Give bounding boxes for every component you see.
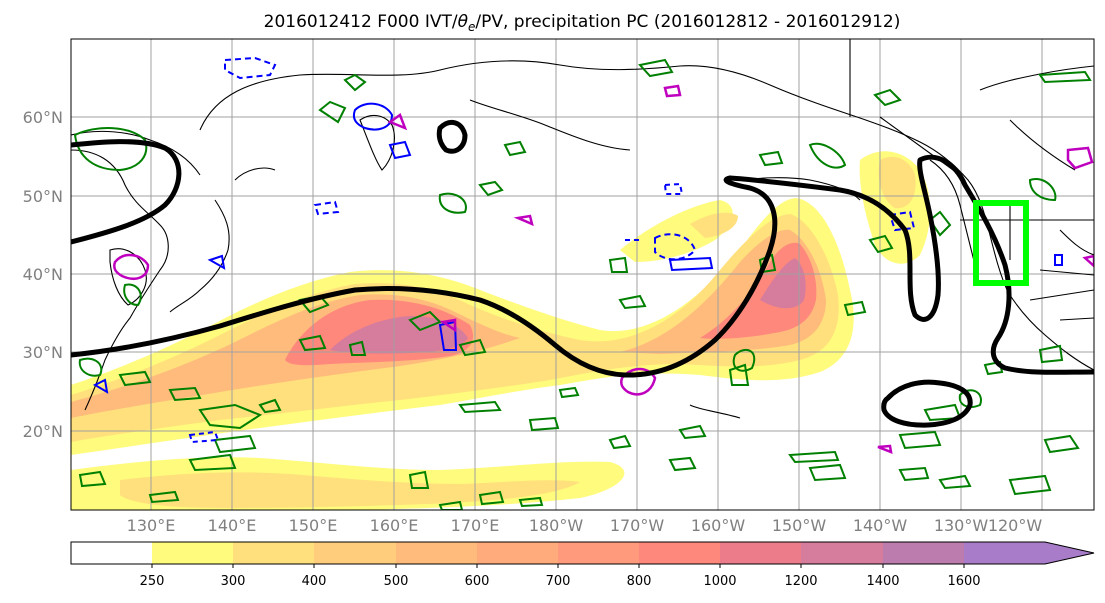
lat-label: 40°N xyxy=(23,265,63,284)
colorbar-tick-label: 500 xyxy=(384,574,409,589)
colorbar-tick-label: 1000 xyxy=(703,574,736,589)
lat-label: 60°N xyxy=(23,108,63,127)
lon-label: 140°E xyxy=(208,516,257,535)
colorbar-tick-label: 600 xyxy=(465,574,490,589)
latitude-labels: 60°N 50°N 40°N 30°N 20°N xyxy=(23,108,63,441)
map-frame xyxy=(70,38,1095,511)
longitude-labels: 130°E 140°E 150°E 160°E 170°E 180°W 170°… xyxy=(127,516,1043,535)
grid-lines xyxy=(71,39,1094,510)
lon-label: 160°W xyxy=(691,516,746,535)
colorbar-segment xyxy=(801,542,883,564)
pv-contours xyxy=(71,119,1094,428)
colorbar-segment xyxy=(477,542,558,564)
colorbar-segment xyxy=(314,542,396,564)
lon-label: 150°W xyxy=(772,516,827,535)
colorbar-tick-label: 700 xyxy=(546,574,571,589)
blue-contours xyxy=(92,56,1063,444)
colorbar-segment xyxy=(71,542,152,564)
lon-label: 130°E xyxy=(127,516,176,535)
colorbar-segment xyxy=(964,542,1045,564)
lat-label: 20°N xyxy=(23,422,63,441)
map-panel xyxy=(71,39,1094,510)
colorbar-outline xyxy=(70,541,1095,565)
lon-label: 130°W xyxy=(934,516,989,535)
lat-label: 30°N xyxy=(23,343,63,362)
coastlines xyxy=(71,39,1094,419)
colorbar-segments xyxy=(71,542,1094,564)
lon-label: 170°W xyxy=(610,516,665,535)
lon-label: 180°W xyxy=(529,516,584,535)
colorbar-tick-label: 1400 xyxy=(866,574,899,589)
colorbar-segment xyxy=(233,542,314,564)
colorbar-tick-label: 400 xyxy=(302,574,327,589)
figure-title: 2016012412 F000 IVT/θe/PV, precipitation… xyxy=(264,12,901,34)
lon-label: 140°W xyxy=(853,516,908,535)
colorbar-ticks xyxy=(151,564,965,568)
colorbar-segment xyxy=(152,542,233,564)
target-box xyxy=(973,200,1029,286)
colorbar-tick-label: 250 xyxy=(140,574,165,589)
colorbar-segment xyxy=(396,542,477,564)
colorbar-segment xyxy=(720,542,801,564)
colorbar-tick-label: 1600 xyxy=(947,574,980,589)
colorbar-tick-label: 1200 xyxy=(784,574,817,589)
lat-label: 50°N xyxy=(23,187,63,206)
lon-label: 170°E xyxy=(451,516,500,535)
colorbar-segment xyxy=(883,542,964,564)
colorbar: 250 300 400 500 600 700 800 1000 1200 14… xyxy=(70,541,1095,589)
lon-label: 160°E xyxy=(370,516,419,535)
green-contours xyxy=(73,58,1092,510)
lon-label: 120°W xyxy=(988,516,1043,535)
colorbar-tick-label: 300 xyxy=(221,574,246,589)
colorbar-extend-arrow xyxy=(1045,542,1094,564)
colorbar-tick-label: 800 xyxy=(627,574,652,589)
colorbar-segment xyxy=(558,542,639,564)
lon-label: 150°E xyxy=(289,516,338,535)
magenta-contours xyxy=(113,84,1094,454)
colorbar-segment xyxy=(639,542,720,564)
